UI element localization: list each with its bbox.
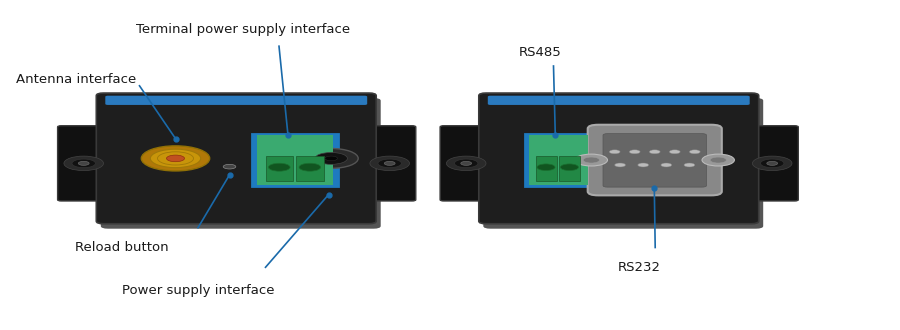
Bar xyxy=(266,156,293,181)
Circle shape xyxy=(78,161,89,165)
Bar xyxy=(559,156,580,181)
Circle shape xyxy=(752,156,792,171)
Text: RS232: RS232 xyxy=(617,261,661,274)
FancyBboxPatch shape xyxy=(603,134,706,187)
Circle shape xyxy=(710,157,726,163)
Circle shape xyxy=(767,161,778,165)
Text: Antenna interface: Antenna interface xyxy=(16,73,137,86)
Bar xyxy=(525,134,592,186)
Text: Power supply interface: Power supply interface xyxy=(122,284,274,297)
Circle shape xyxy=(378,159,401,168)
Circle shape xyxy=(689,150,700,154)
Circle shape xyxy=(268,163,290,171)
Circle shape xyxy=(650,150,660,154)
Text: RS485: RS485 xyxy=(518,46,562,59)
Circle shape xyxy=(223,164,236,169)
Circle shape xyxy=(661,163,671,167)
Bar xyxy=(296,156,324,181)
Circle shape xyxy=(384,161,395,165)
Circle shape xyxy=(72,159,95,168)
FancyBboxPatch shape xyxy=(105,96,367,105)
Circle shape xyxy=(609,150,620,154)
Circle shape xyxy=(166,155,184,162)
Circle shape xyxy=(64,156,104,171)
Circle shape xyxy=(561,164,579,171)
Circle shape xyxy=(629,150,640,154)
Circle shape xyxy=(670,150,680,154)
Circle shape xyxy=(615,163,626,167)
FancyBboxPatch shape xyxy=(58,126,110,201)
Circle shape xyxy=(684,163,695,167)
Circle shape xyxy=(150,149,201,168)
Text: Terminal power supply interface: Terminal power supply interface xyxy=(136,23,350,36)
Circle shape xyxy=(304,148,358,168)
FancyBboxPatch shape xyxy=(488,96,750,105)
Circle shape xyxy=(583,157,599,163)
FancyBboxPatch shape xyxy=(364,126,416,201)
Circle shape xyxy=(315,152,347,164)
FancyBboxPatch shape xyxy=(479,93,759,224)
Bar xyxy=(536,156,556,181)
Circle shape xyxy=(638,163,649,167)
FancyBboxPatch shape xyxy=(101,98,381,229)
Text: Reload button: Reload button xyxy=(75,241,168,254)
Circle shape xyxy=(461,161,472,165)
Bar xyxy=(252,134,338,186)
FancyBboxPatch shape xyxy=(746,126,798,201)
FancyBboxPatch shape xyxy=(440,126,492,201)
Circle shape xyxy=(702,154,734,166)
Circle shape xyxy=(299,163,320,171)
Circle shape xyxy=(370,156,410,171)
Circle shape xyxy=(575,154,608,166)
Circle shape xyxy=(325,156,338,161)
FancyBboxPatch shape xyxy=(588,125,722,195)
FancyBboxPatch shape xyxy=(96,93,376,224)
Circle shape xyxy=(454,159,478,168)
FancyBboxPatch shape xyxy=(483,98,763,229)
Bar xyxy=(529,135,588,185)
Circle shape xyxy=(760,159,784,168)
Circle shape xyxy=(141,146,210,171)
Circle shape xyxy=(537,164,555,171)
Bar xyxy=(256,135,333,185)
Circle shape xyxy=(446,156,486,171)
